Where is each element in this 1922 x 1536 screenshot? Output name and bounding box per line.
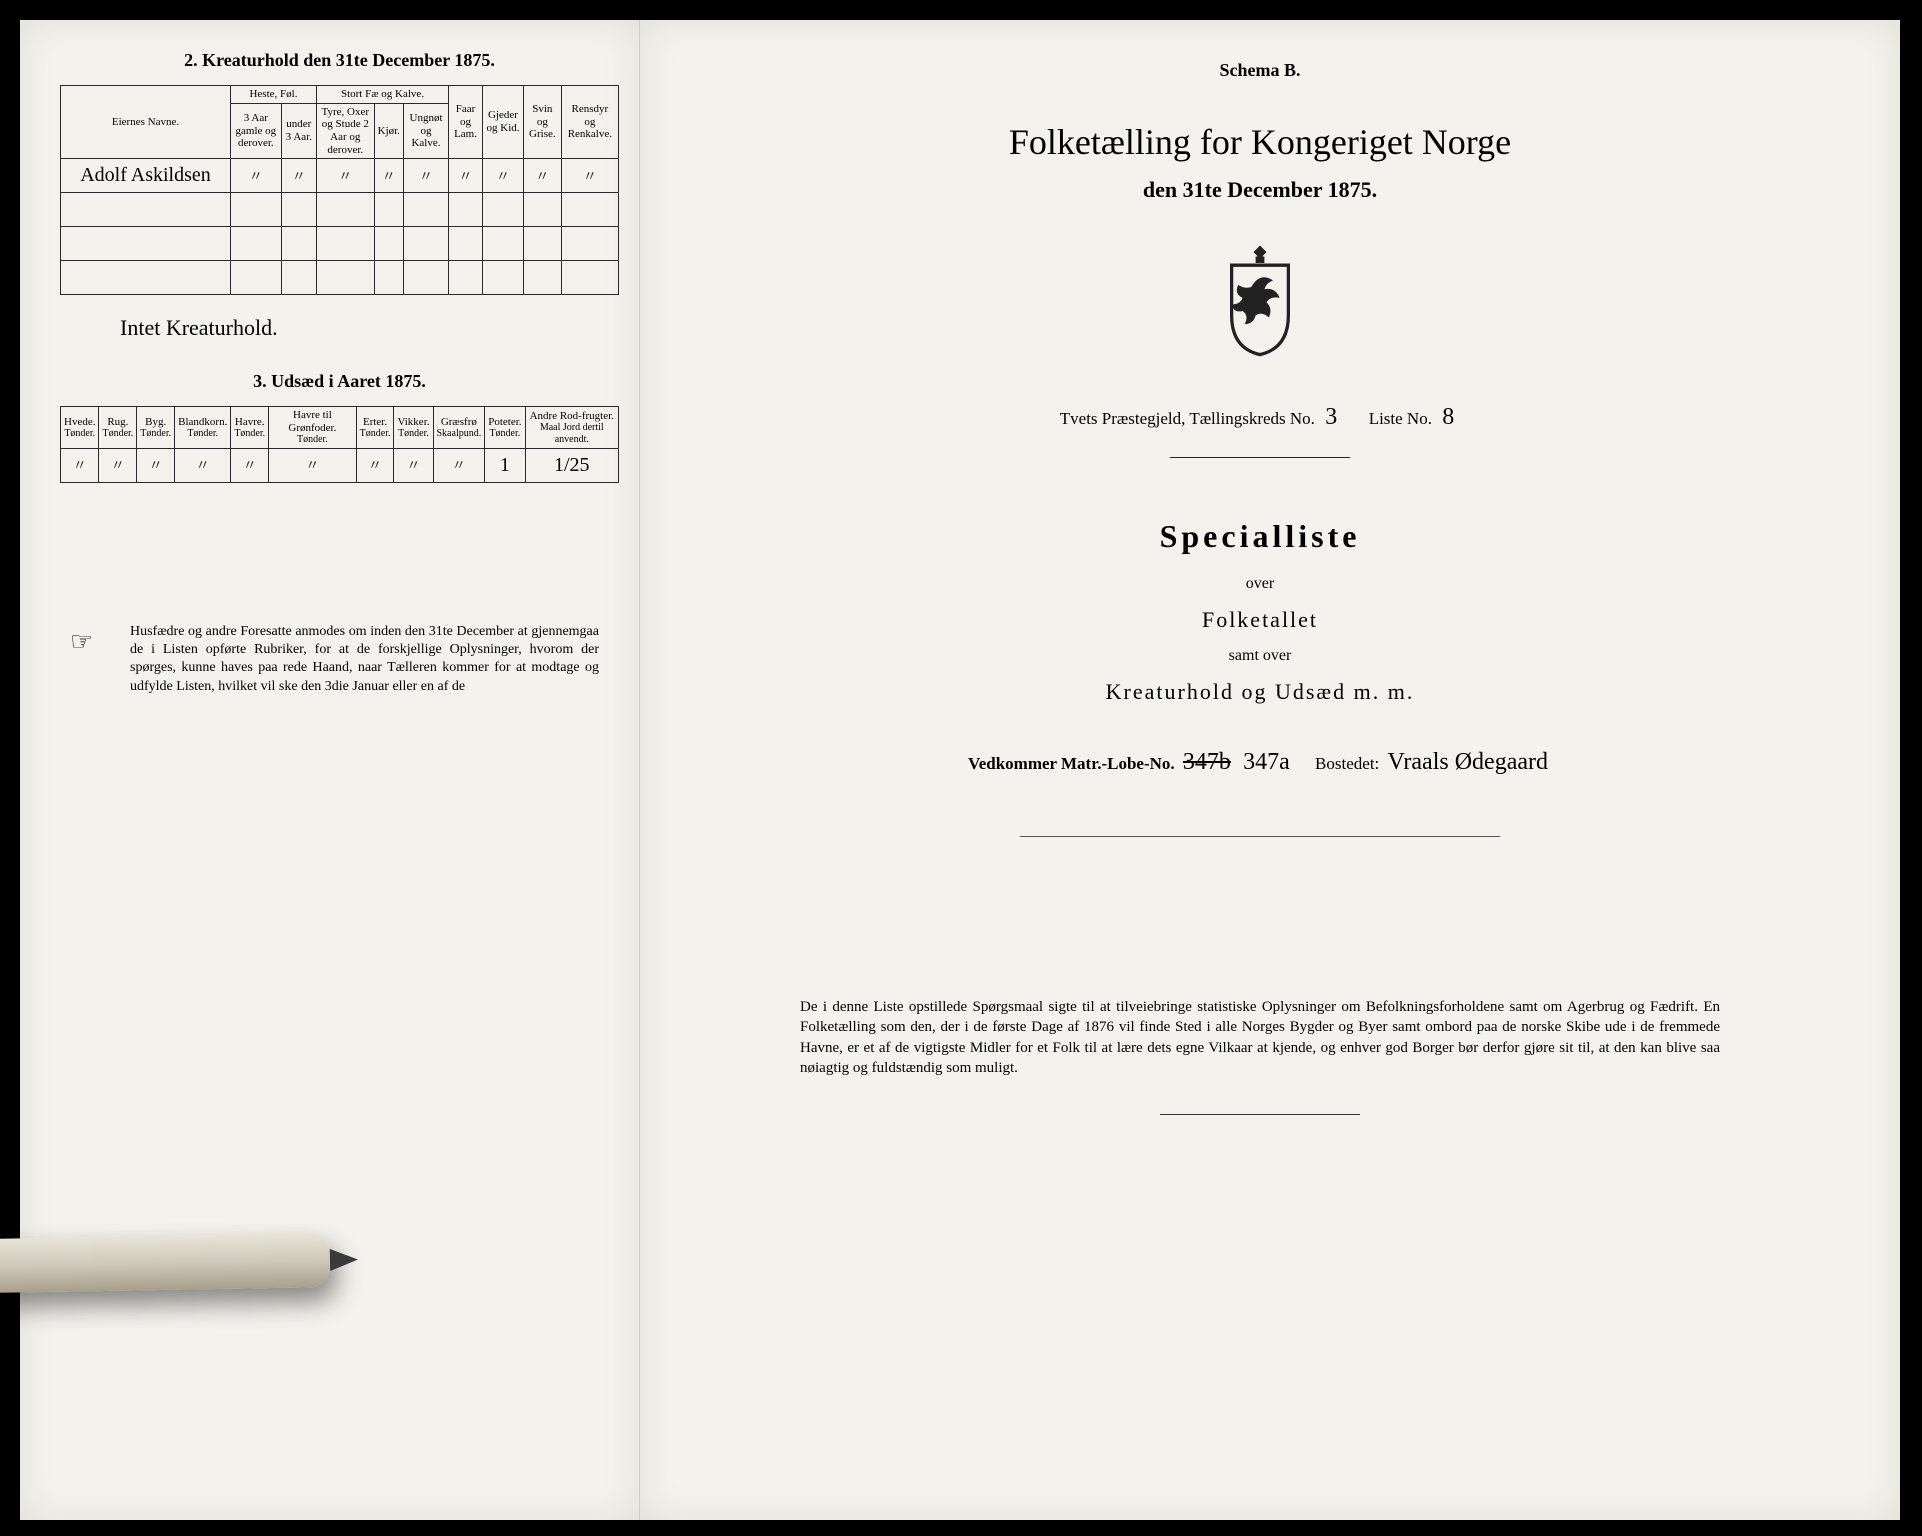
section3-title: 3. Udsæd i Aaret 1875. [60, 371, 619, 392]
col-rug: Rug.Tønder. [99, 407, 137, 449]
divider [1160, 1114, 1360, 1115]
cell: 〃 [403, 159, 448, 193]
col-havreg: Havre til Grønfoder.Tønder. [269, 407, 356, 449]
col-fae-b: Kjør. [374, 103, 403, 159]
vedk-label: Vedkommer Matr.-Lobe-No. [968, 754, 1175, 773]
col-heste-a: 3 Aar gamle og derover. [231, 103, 282, 159]
cell: 〃 [61, 448, 99, 482]
col-hvede: Hvede.Tønder. [61, 407, 99, 449]
left-footnote: ☞ Husfædre og andre Foresatte anmodes om… [60, 623, 619, 696]
table-row [61, 261, 619, 295]
intet-note: Intet Kreaturhold. [120, 315, 619, 341]
cell: 〃 [523, 159, 561, 193]
page-spread: 2. Kreaturhold den 31te December 1875. E… [20, 20, 1900, 1520]
col-erter: Erter.Tønder. [356, 407, 394, 449]
cell: 〃 [449, 159, 483, 193]
col-vikker: Vikker.Tønder. [394, 407, 433, 449]
col-byg: Byg.Tønder. [137, 407, 175, 449]
col-bland: Blandkorn.Tønder. [175, 407, 231, 449]
udsaed-table: Hvede.Tønder. Rug.Tønder. Byg.Tønder. Bl… [60, 406, 619, 483]
matr-no: 347a [1239, 749, 1294, 775]
cell: 〃 [316, 159, 374, 193]
parish-line: Tvets Præstegjeld, Tællingskreds No. 3 L… [760, 404, 1760, 431]
bosted-value: Vraals Ødegaard [1384, 749, 1552, 775]
divider [1020, 836, 1500, 837]
cell: 〃 [269, 448, 356, 482]
main-title: Folketælling for Kongeriget Norge [760, 121, 1760, 163]
pen-object [0, 1233, 330, 1293]
table-row: Adolf Askildsen 〃 〃 〃 〃 〃 〃 〃 〃 〃 [61, 159, 619, 193]
col-fae-group: Stort Fæ og Kalve. [316, 86, 448, 104]
liste-no: 8 [1436, 404, 1460, 430]
cell: 〃 [394, 448, 433, 482]
specialliste-title: Specialliste [760, 518, 1760, 555]
section2-title: 2. Kreaturhold den 31te December 1875. [60, 50, 619, 71]
left-page: 2. Kreaturhold den 31te December 1875. E… [20, 20, 640, 1520]
table-row [61, 227, 619, 261]
schema-label: Schema B. [760, 60, 1760, 81]
cell: 〃 [374, 159, 403, 193]
cell: 〃 [433, 448, 485, 482]
liste-label: Liste No. [1369, 409, 1432, 428]
footnote-text: Husfædre og andre Foresatte anmodes om i… [130, 624, 599, 694]
cell: 〃 [99, 448, 137, 482]
samt-text: samt over [760, 647, 1760, 665]
cell: 〃 [137, 448, 175, 482]
col-rens: Rensdyr og Renkalve. [561, 86, 618, 159]
vedkommer-line: Vedkommer Matr.-Lobe-No. 347b 347a Boste… [760, 749, 1760, 776]
cell: 〃 [231, 448, 269, 482]
col-fae-c: Ungnøt og Kalve. [403, 103, 448, 159]
kreds-no: 3 [1319, 404, 1343, 430]
cell: 〃 [483, 159, 524, 193]
table-row [61, 193, 619, 227]
owner-name: Adolf Askildsen [61, 159, 231, 193]
cell-poteter: 1 [485, 448, 525, 482]
col-gjeder: Gjeder og Kid. [483, 86, 524, 159]
cell: 〃 [231, 159, 282, 193]
cell: 〃 [356, 448, 394, 482]
cell: 〃 [561, 159, 618, 193]
col-andre: Andre Rod-frugter.Maal Jord dertil anven… [525, 407, 618, 449]
col-havre: Havre.Tønder. [231, 407, 269, 449]
col-fae-a: Tyre, Oxer og Stude 2 Aar og derover. [316, 103, 374, 159]
bosted-label: Bostedet: [1315, 754, 1379, 773]
col-heste-group: Heste, Føl. [231, 86, 317, 104]
over-text: over [760, 575, 1760, 593]
matr-strike: 347b [1179, 749, 1235, 775]
right-page: Schema B. Folketælling for Kongeriget No… [640, 20, 1900, 1520]
col-poteter: Poteter.Tønder. [485, 407, 525, 449]
cell-andre: 1/25 [525, 448, 618, 482]
coat-of-arms-icon [760, 239, 1760, 364]
pointing-hand-icon: ☞ [70, 625, 93, 659]
sub-date: den 31te December 1875. [760, 177, 1760, 203]
col-eier: Eiernes Navne. [61, 86, 231, 159]
kreatur-text: Kreaturhold og Udsæd m. m. [760, 679, 1760, 705]
table-row: 〃 〃 〃 〃 〃 〃 〃 〃 〃 1 1/25 [61, 448, 619, 482]
parish-prefix: Tvets Præstegjeld, Tællingskreds No. [1060, 409, 1315, 428]
folketallet-text: Folketallet [760, 607, 1760, 633]
col-graes: GræsfrøSkaalpund. [433, 407, 485, 449]
divider [1170, 457, 1350, 458]
kreaturhold-table: Eiernes Navne. Heste, Føl. Stort Fæ og K… [60, 85, 619, 295]
col-heste-b: under 3 Aar. [281, 103, 316, 159]
bottom-paragraph: De i denne Liste opstillede Spørgsmaal s… [800, 997, 1720, 1078]
col-svin: Svin og Grise. [523, 86, 561, 159]
cell: 〃 [175, 448, 231, 482]
cell: 〃 [281, 159, 316, 193]
col-faar: Faar og Lam. [449, 86, 483, 159]
